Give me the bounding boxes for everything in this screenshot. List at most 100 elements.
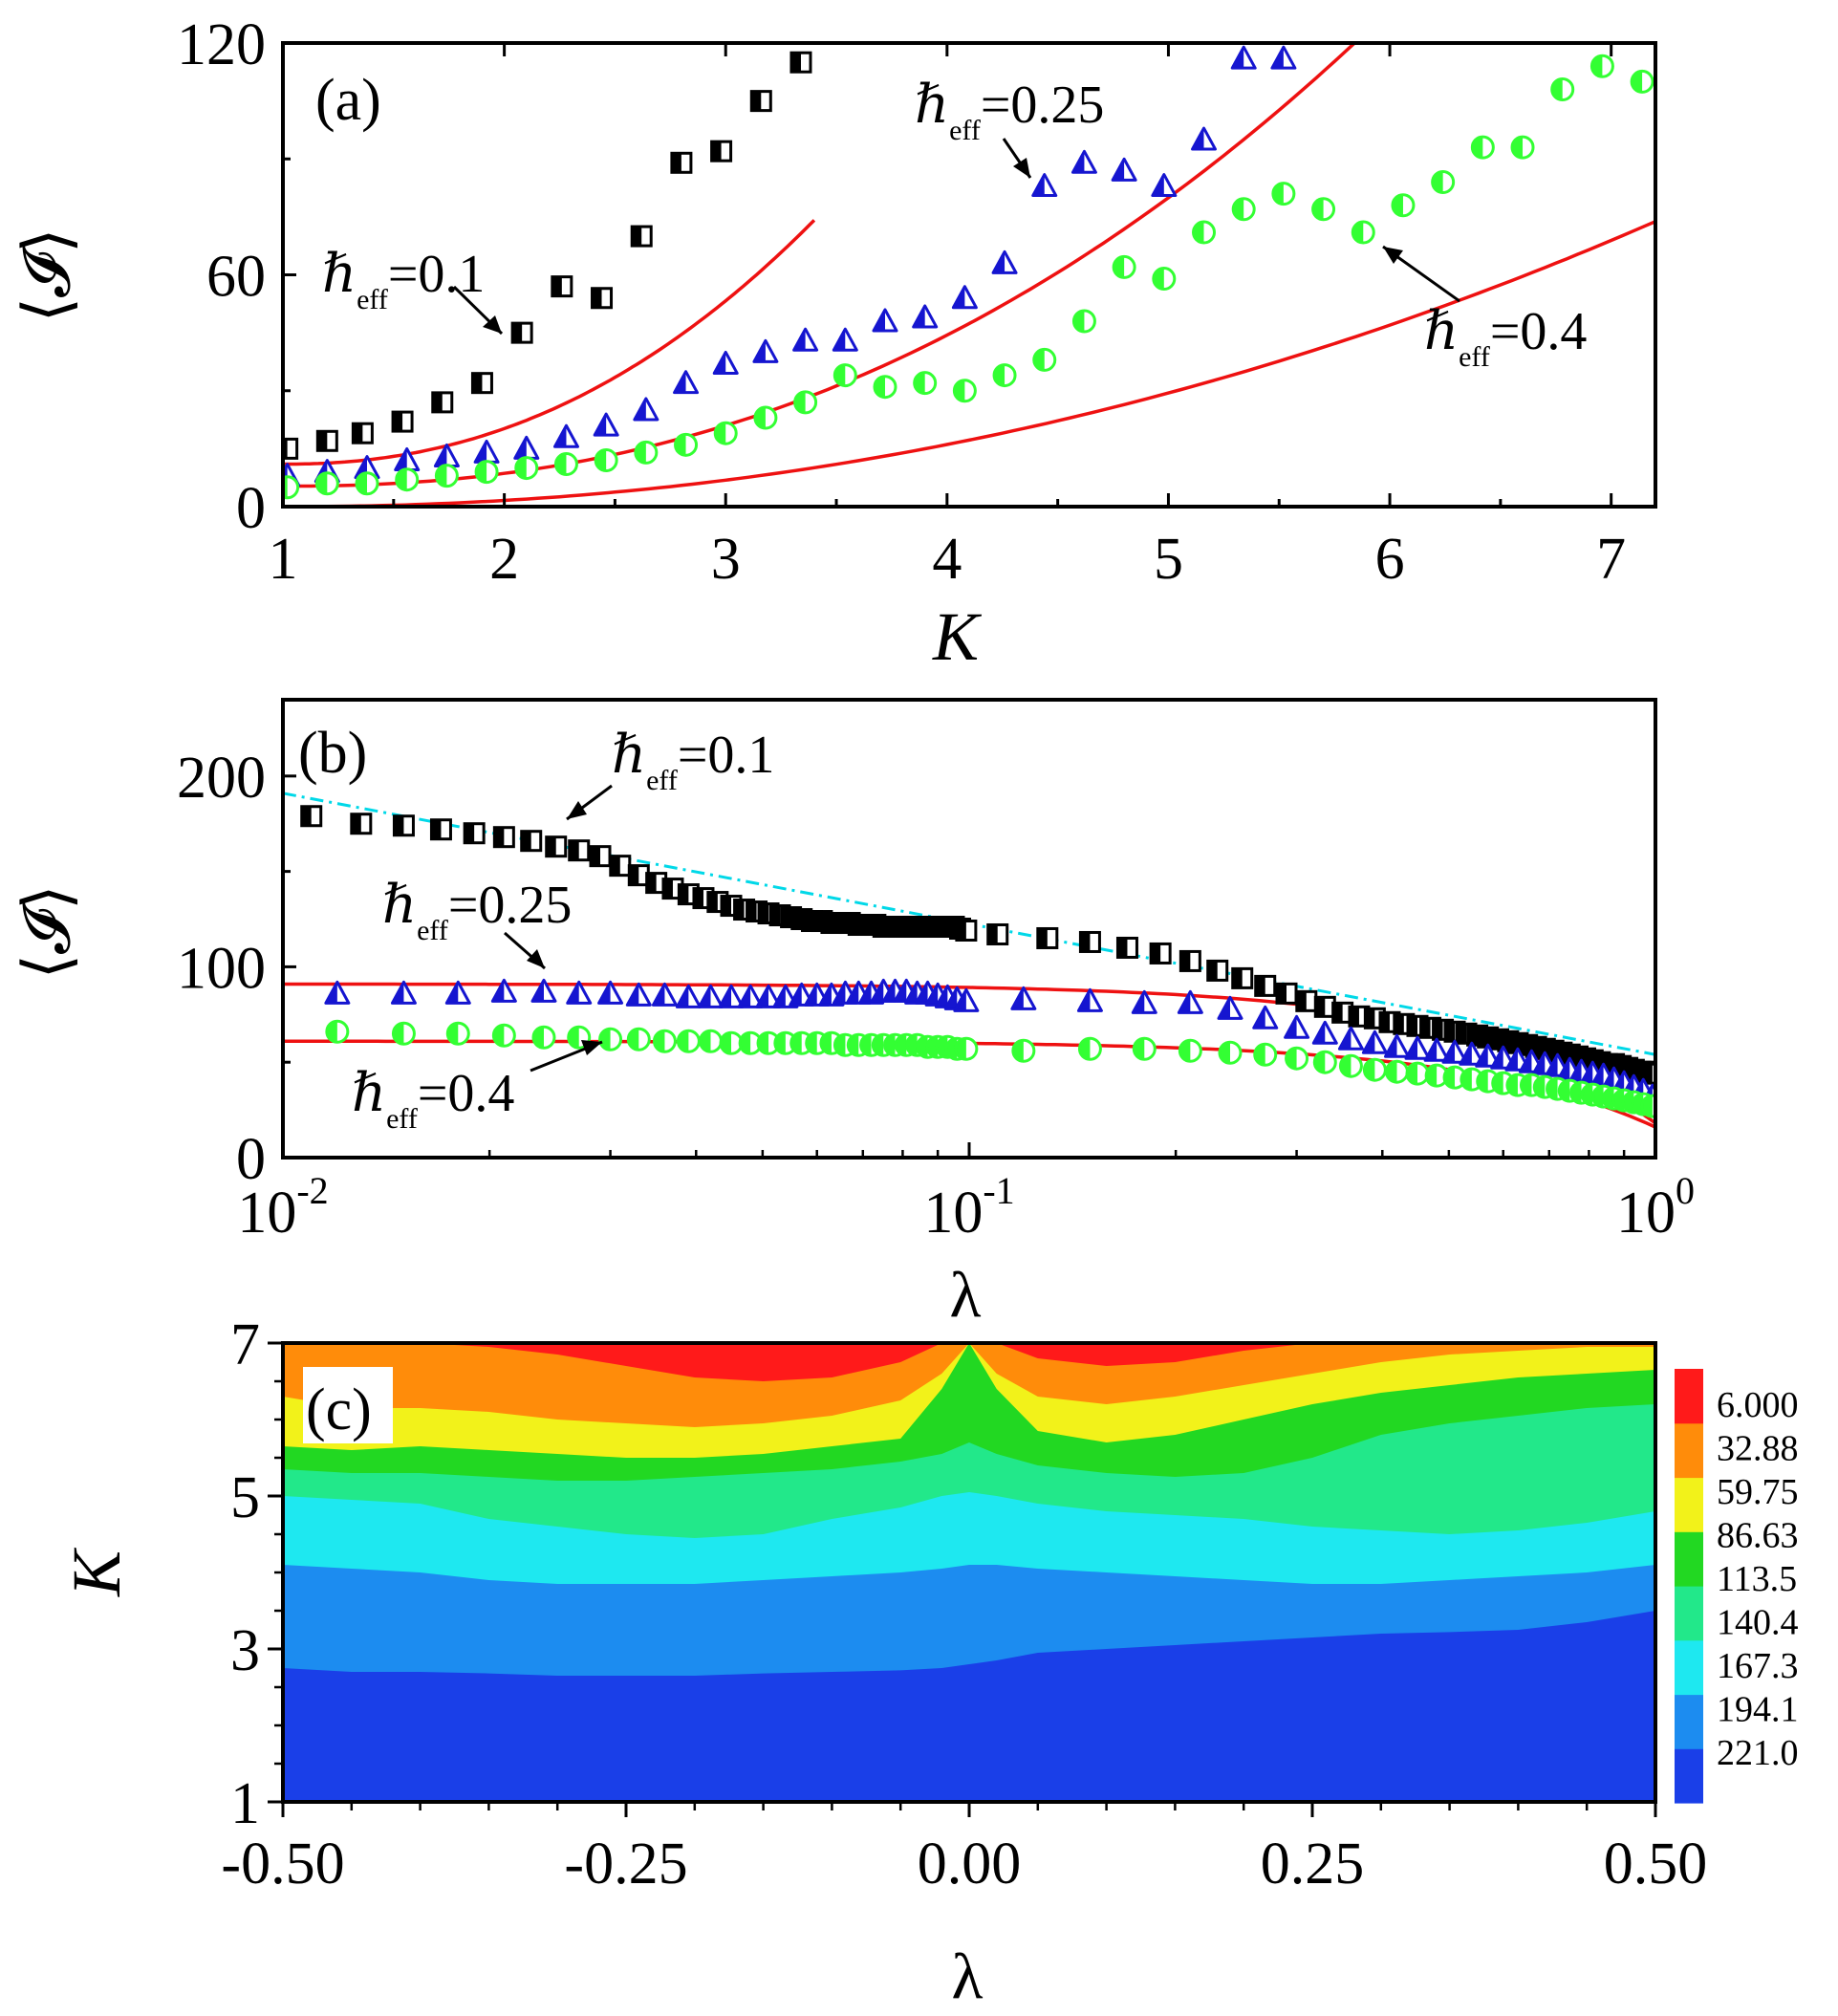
panel-b-point-s2 <box>1076 987 1103 1012</box>
panel-a-point-s1 <box>749 90 772 113</box>
panel-b-point-s3 <box>598 1027 623 1051</box>
panel-b-point-s1 <box>429 818 452 841</box>
panel-a-point-s2 <box>951 285 978 310</box>
colorbar-swatch-1 <box>1675 1694 1703 1749</box>
panel-a-point-s3 <box>1112 254 1136 279</box>
panel-a-point-s3 <box>1071 309 1096 334</box>
colorbar-label: 32.88 <box>1717 1429 1799 1469</box>
panel-b-label: (b) <box>298 721 367 786</box>
annotation-b-hbar-0-1: ℏeff=0.1 <box>566 726 774 821</box>
colorbar-swatch-4 <box>1675 1531 1703 1587</box>
colorbar-label: 221.0 <box>1717 1733 1799 1773</box>
panel-a-point-s1 <box>630 225 653 248</box>
panel-c-ytick-label: 5 <box>230 1465 260 1530</box>
panel-a-xtick-label: 3 <box>711 527 741 592</box>
panel-b-point-s1 <box>545 835 568 858</box>
panel-b-point-s2 <box>675 984 702 1008</box>
panel-b-point-s2 <box>530 978 557 1003</box>
panel-a-point-s3 <box>283 475 300 500</box>
panel-c-plot-area <box>283 1343 1655 1802</box>
panel-b-point-s2 <box>1337 1026 1364 1051</box>
panel-a-point-s1 <box>431 391 454 414</box>
annotation-b-hbar-sub-3: eff <box>386 1103 418 1135</box>
panel-b-point-s1 <box>589 845 612 868</box>
panel-b-point-s1 <box>986 922 1009 945</box>
panel-b-point-s3 <box>738 1030 763 1055</box>
panel-a-point-s3 <box>1351 220 1375 245</box>
panel-a-point-s2 <box>912 304 939 329</box>
panel-c-ytick-label: 3 <box>230 1618 260 1683</box>
panel-b-point-s1 <box>1115 936 1138 959</box>
panel-a-point-s2 <box>593 412 619 437</box>
panel-b-point-s3 <box>954 1036 979 1061</box>
panel-a-fit-line-1 <box>283 219 816 466</box>
annotation-b-arrowhead-2 <box>527 949 545 968</box>
annotation-a-hbar-value-1: =0.1 <box>388 245 486 304</box>
colorbar-swatch-0 <box>1675 1748 1703 1804</box>
panel-a-point-s3 <box>314 471 339 496</box>
panel-b-point-s1 <box>609 855 632 878</box>
panel-b-point-s1 <box>955 919 978 942</box>
panel-b-point-s3 <box>1384 1059 1409 1084</box>
colorbar-swatch-3 <box>1675 1586 1703 1641</box>
svg-text:ℏeff=0.25: ℏeff=0.25 <box>915 76 1104 146</box>
annotation-b-hbar-sub-1: eff <box>646 765 678 796</box>
panel-b-axes: 10-2 10-1 100 0 100 200 <box>177 746 1695 1246</box>
panel-b-point-s2 <box>1217 995 1243 1020</box>
panel-b-point-s1 <box>1254 974 1277 997</box>
panel-a-point-s2 <box>1151 173 1178 198</box>
panel-a-point-s3 <box>514 456 539 481</box>
panel-a-point-s3 <box>833 363 857 388</box>
panel-b-point-s2 <box>1131 989 1157 1014</box>
panel-b-point-s3 <box>1132 1036 1157 1061</box>
panel-a-point-s3 <box>1271 182 1296 206</box>
panel-a-point-s1 <box>391 410 414 433</box>
panel-a-axes: 1 2 3 4 5 6 7 0 60 120 <box>177 12 1626 592</box>
annotation-a-hbar-symbol-2: ℏ <box>915 76 949 135</box>
panel-c-xtick-label: -0.50 <box>221 1832 344 1897</box>
panel-a-point-s2 <box>673 370 700 395</box>
panel-a-point-s1 <box>670 151 693 174</box>
annotation-a-hbar-sub-1: eff <box>357 284 388 315</box>
panel-b-ytick-label: 100 <box>177 936 266 1001</box>
panel-b-point-s3 <box>531 1025 556 1050</box>
panel-c-xtick-label: 0.50 <box>1604 1832 1708 1897</box>
panel-c-axes: -0.50 -0.25 0.00 0.25 0.50 1 3 5 7 <box>221 1312 1707 1897</box>
annotation-b-hbar-0-25: ℏeff=0.25 <box>382 876 572 970</box>
panel-b-ytick-label: 0 <box>236 1127 266 1192</box>
panel-a-point-s3 <box>873 375 897 400</box>
panel-a-point-s3 <box>355 471 379 496</box>
svg-text:ℏeff=0.4: ℏeff=0.4 <box>352 1064 514 1135</box>
panel-a-point-s3 <box>952 379 977 403</box>
panel-a-ytick-label: 0 <box>236 476 266 541</box>
panel-b-point-s1 <box>1036 926 1059 949</box>
panel-b-point-s3 <box>391 1021 416 1046</box>
panel-a-point-s2 <box>633 397 660 422</box>
panel-a-point-s3 <box>992 363 1017 388</box>
panel-a-point-s3 <box>634 440 659 465</box>
panel-a-point-s3 <box>1192 220 1217 245</box>
svg-text:ℏeff=0.1: ℏeff=0.1 <box>612 726 774 796</box>
panel-a-point-s3 <box>1032 347 1057 372</box>
panel-b-point-s1 <box>1149 942 1172 965</box>
panel-a-point-s3 <box>1510 135 1535 160</box>
panel-a-point-s2 <box>872 308 898 333</box>
annotation-b-arrowhead-1 <box>567 801 587 819</box>
panel-b-point-s1 <box>350 813 373 835</box>
panel-b-point-s2 <box>625 982 652 1007</box>
panel-b-xlabel: λ <box>950 1258 982 1331</box>
panel-b-point-s3 <box>1640 1094 1655 1118</box>
panel-a-point-s3 <box>713 421 738 445</box>
panel-a-point-s2 <box>712 350 739 375</box>
colorbar-label: 86.63 <box>1717 1516 1799 1556</box>
annotation-a-hbar-sub-2: eff <box>949 115 981 146</box>
panel-a-point-s2 <box>1270 45 1297 70</box>
panel-b-point-s1 <box>1231 966 1254 989</box>
panel-a-point-s3 <box>1152 267 1177 292</box>
panel-a-ytick-label: 120 <box>177 12 266 77</box>
panel-b-point-s1 <box>568 839 591 862</box>
panel-a-point-s2 <box>792 327 819 352</box>
panel-b-point-s1 <box>300 805 323 828</box>
